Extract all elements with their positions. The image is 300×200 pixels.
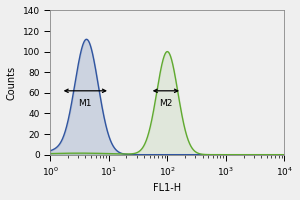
Text: M2: M2 <box>159 99 172 108</box>
Y-axis label: Counts: Counts <box>7 66 17 100</box>
X-axis label: FL1-H: FL1-H <box>153 183 182 193</box>
Text: M1: M1 <box>79 99 92 108</box>
